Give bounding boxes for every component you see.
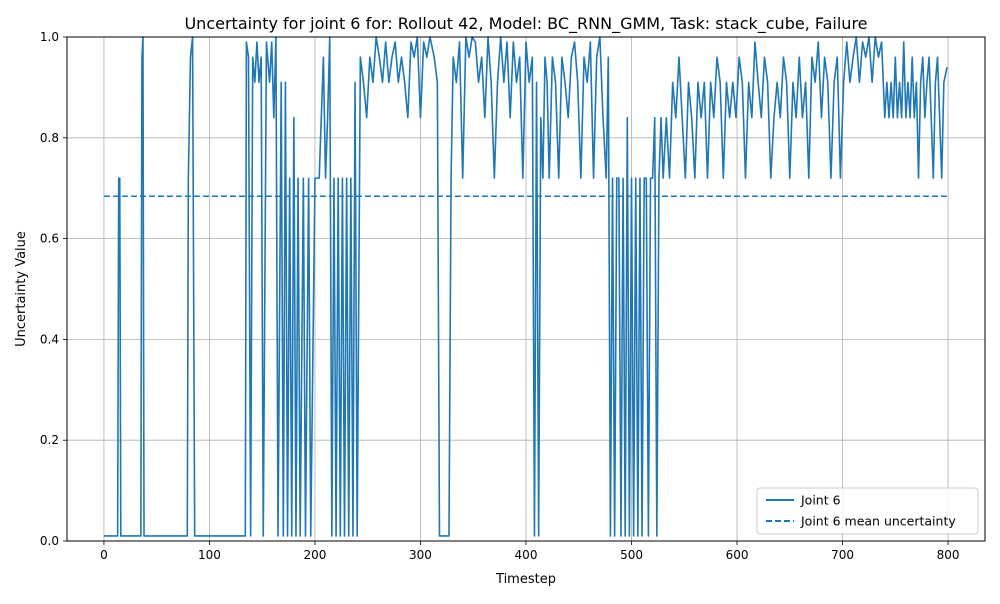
x-tick-label: 600 <box>726 548 749 562</box>
x-tick-label: 800 <box>937 548 960 562</box>
x-tick-label: 500 <box>620 548 643 562</box>
legend: Joint 6 Joint 6 mean uncertainty <box>756 487 979 535</box>
y-tick-label: 0.8 <box>40 131 59 145</box>
chart-title: Uncertainty for joint 6 for: Rollout 42,… <box>184 14 867 34</box>
y-tick-label: 0.2 <box>40 433 59 447</box>
legend-label-joint-6: Joint 6 <box>800 493 841 508</box>
x-axis-label: Timestep <box>495 572 556 587</box>
y-tick-label: 0.4 <box>40 332 59 346</box>
x-tick-label: 0 <box>100 548 108 562</box>
series-line-joint-6 <box>103 36 948 537</box>
axis-ticks: 0 100 200 300 400 500 600 700 800 0.0 0.2 0.4 0.6 0.8… <box>40 30 960 562</box>
x-tick-label: 700 <box>831 548 854 562</box>
x-tick-label: 200 <box>304 548 327 562</box>
x-tick-label: 300 <box>409 548 432 562</box>
plot-lines <box>103 36 948 537</box>
y-axis-label: Uncertainty Value <box>14 231 29 347</box>
x-tick-label: 400 <box>515 548 538 562</box>
y-tick-label: 1.0 <box>40 30 59 44</box>
x-tick-label: 100 <box>198 548 221 562</box>
y-tick-label: 0.6 <box>40 232 59 246</box>
legend-label-mean-uncertainty: Joint 6 mean uncertainty <box>800 514 956 529</box>
y-tick-label: 0.0 <box>40 534 59 548</box>
legend-box <box>756 487 979 535</box>
